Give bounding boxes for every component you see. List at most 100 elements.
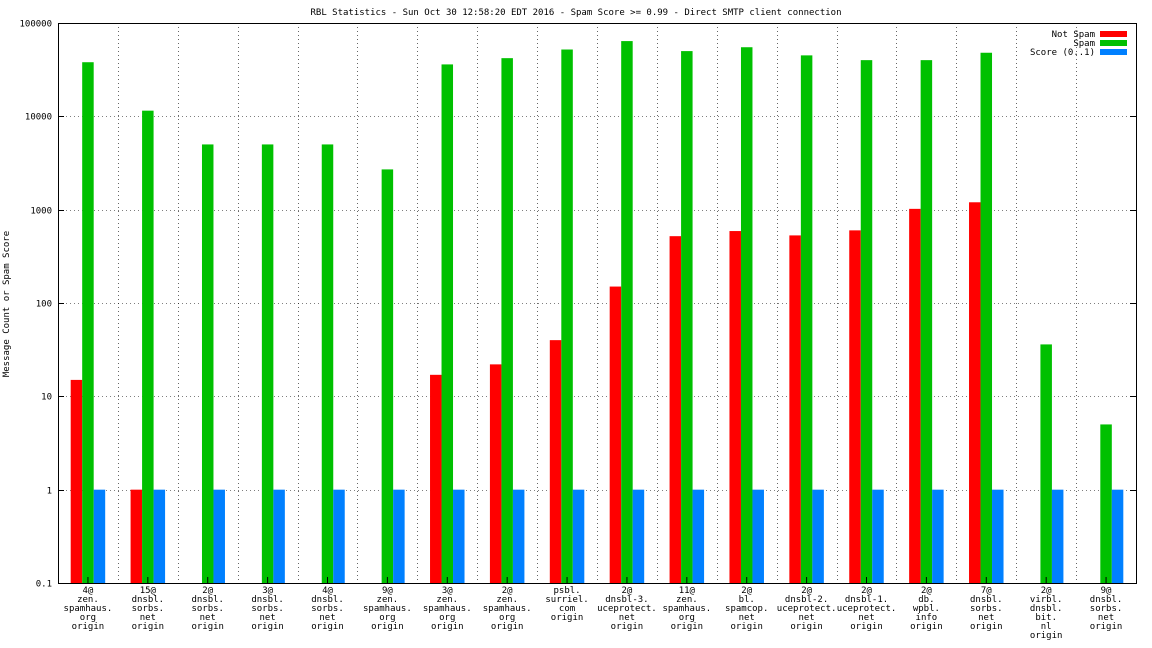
- x-tick-label-line: spamhaus.: [363, 604, 412, 614]
- bar-spam: [261, 144, 274, 583]
- bar-spam: [561, 49, 573, 583]
- bars-layer: [70, 41, 1124, 584]
- x-tick-label-line: dnsbl.: [970, 595, 1003, 605]
- x-tick-label-line: dnsbl.: [132, 595, 165, 605]
- x-tick-label-line: net: [619, 613, 635, 623]
- x-tick-label-line: net: [200, 613, 216, 623]
- bar-score-0-1: [632, 489, 645, 583]
- x-tick-label-line: zen.: [676, 595, 698, 605]
- bar-score-0-1: [752, 489, 764, 583]
- y-tick-label: 10: [41, 393, 52, 403]
- x-tick-label-line: zen.: [436, 595, 458, 605]
- x-tick-label-line: psbl.: [554, 586, 581, 596]
- x-tick-label-line: 11@: [679, 586, 696, 596]
- x-tick-label: 2@ dnsbl-1. uceprotect. net origin: [837, 586, 897, 632]
- x-tick-label-line: origin: [730, 622, 763, 632]
- x-tick-label-line: bit.: [1035, 613, 1057, 623]
- chart-title: RBL Statistics - Sun Oct 30 12:58:20 EDT…: [310, 8, 841, 18]
- bar-score-0-1: [333, 489, 345, 583]
- bar-not-spam: [609, 286, 622, 583]
- y-tick-label: 100000: [19, 20, 52, 30]
- bar-spam: [920, 60, 933, 583]
- bar-score-0-1: [812, 489, 824, 583]
- bar-score-0-1: [992, 489, 1004, 583]
- bar-spam: [681, 51, 693, 584]
- bar-score-0-1: [572, 489, 585, 583]
- x-tick-label-line: net: [978, 613, 994, 623]
- x-tick-label-line: dnsbl.: [311, 595, 344, 605]
- x-tick-label-line: org: [499, 613, 515, 623]
- x-tick-label-line: 2@: [861, 586, 872, 596]
- x-tick-label-line: 3@: [442, 586, 453, 596]
- x-tick-label-line: org: [379, 613, 395, 623]
- x-tick-label-line: 2@: [921, 586, 932, 596]
- x-tick-label-line: origin: [311, 622, 344, 632]
- legend-swatch: [1100, 31, 1127, 37]
- x-tick-label-line: 2@: [1041, 586, 1052, 596]
- x-tick-label-line: wpbl.: [913, 604, 940, 614]
- legend-label: Spam: [1073, 39, 1095, 49]
- x-tick-label-line: dnsbl.: [251, 595, 284, 605]
- x-tick-label-line: net: [259, 613, 275, 623]
- x-tick-label-line: sorbs.: [311, 604, 344, 614]
- y-tick-label: 100: [36, 300, 52, 310]
- grid-lines: [58, 23, 1136, 583]
- x-tick-label: 9@ zen. spamhaus. org origin: [363, 586, 412, 632]
- x-tick-label-line: dnsbl.: [191, 595, 224, 605]
- x-tick-label-line: net: [319, 613, 335, 623]
- bar-not-spam: [669, 236, 682, 584]
- bar-spam: [621, 41, 633, 583]
- x-tick-label-line: uceprotect.: [777, 604, 837, 614]
- bar-spam: [381, 169, 394, 583]
- x-tick-label-line: origin: [132, 622, 165, 632]
- bar-spam: [201, 144, 214, 583]
- bar-not-spam: [729, 231, 741, 584]
- x-tick-label-line: sorbs.: [970, 604, 1003, 614]
- x-tick-label-line: origin: [1090, 622, 1123, 632]
- x-tick-label-line: org: [679, 613, 695, 623]
- bar-not-spam: [430, 374, 442, 583]
- bar-score-0-1: [393, 489, 405, 583]
- x-tick-label-line: zen.: [377, 595, 399, 605]
- x-tick-label-line: spamhaus.: [64, 604, 113, 614]
- x-tick-label-line: 2@: [202, 586, 213, 596]
- x-tick-label-line: nl: [1041, 622, 1052, 632]
- x-tick-label-line: spamhaus.: [483, 604, 532, 614]
- x-tick-label-line: origin: [970, 622, 1003, 632]
- x-tick-label-line: origin: [1030, 631, 1063, 641]
- bar-not-spam: [789, 235, 801, 583]
- x-tick-label: 2@ dnsbl-2. uceprotect. net origin: [777, 586, 837, 632]
- x-tick-label-line: origin: [251, 622, 284, 632]
- x-tick-label-line: 4@: [83, 586, 94, 596]
- x-tick-label-line: 3@: [262, 586, 273, 596]
- x-tick-label-line: db.: [918, 595, 934, 605]
- x-tick-label-line: 7@: [981, 586, 992, 596]
- x-tick-label-line: dnsbl.: [1090, 595, 1123, 605]
- y-tick-label: 1000: [30, 207, 52, 217]
- bar-spam: [740, 47, 753, 584]
- bar-spam: [860, 60, 873, 583]
- x-tick-label-line: info: [916, 613, 938, 623]
- x-tick-label-line: spamhaus.: [662, 604, 711, 614]
- x-tick-label-line: uceprotect.: [597, 604, 657, 614]
- x-tick-label: 15@ dnsbl. sorbs. net origin: [132, 586, 165, 632]
- bar-spam: [321, 144, 334, 583]
- bar-spam: [142, 110, 154, 584]
- x-tick-label-line: virbl.: [1030, 595, 1063, 605]
- x-tick-label-line: zen.: [496, 595, 518, 605]
- x-tick-label: 11@ zen. spamhaus. org origin: [662, 586, 711, 632]
- bar-spam: [1100, 424, 1112, 583]
- bar-not-spam: [489, 364, 502, 583]
- x-tick-label: 3@ dnsbl. sorbs. net origin: [251, 586, 284, 632]
- bar-not-spam: [70, 379, 83, 583]
- x-tick-label: 3@ zen. spamhaus. org origin: [423, 586, 472, 632]
- bar-spam: [82, 62, 94, 584]
- x-tick-label-line: net: [140, 613, 156, 623]
- bar-score-0-1: [1111, 489, 1124, 583]
- bar-score-0-1: [93, 489, 106, 583]
- x-tick-label: 4@ zen. spamhaus. org origin: [64, 586, 113, 632]
- x-tick-label-line: net: [739, 613, 755, 623]
- x-tick-label-line: uceprotect.: [837, 604, 897, 614]
